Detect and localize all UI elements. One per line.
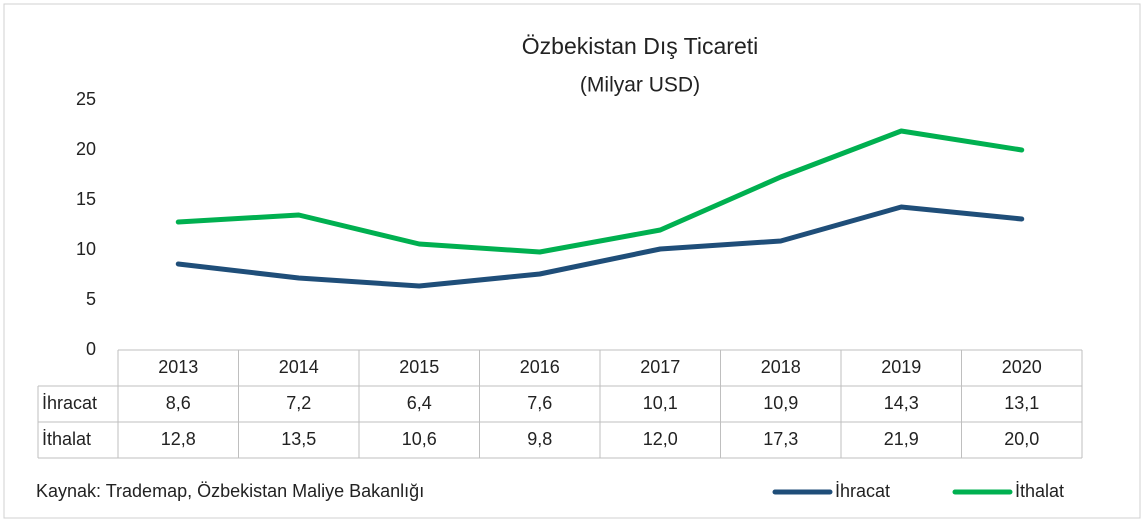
x-tick-label: 2017 — [640, 357, 680, 377]
x-tick-label: 2016 — [520, 357, 560, 377]
data-label: 12,0 — [643, 429, 678, 449]
series-line — [175, 128, 1025, 255]
table-row-label: İhracat — [42, 393, 97, 413]
y-tick-label: 25 — [76, 89, 96, 109]
data-label: 8,6 — [166, 393, 191, 413]
series-line — [175, 204, 1025, 289]
chart-title: Özbekistan Dış Ticareti — [522, 33, 758, 59]
data-label: 17,3 — [763, 429, 798, 449]
data-label: 20,0 — [1004, 429, 1039, 449]
data-label: 13,5 — [281, 429, 316, 449]
x-tick-label: 2015 — [399, 357, 439, 377]
y-tick-label: 15 — [76, 189, 96, 209]
data-label: 10,6 — [402, 429, 437, 449]
data-label: 9,8 — [527, 429, 552, 449]
x-tick-label: 2013 — [158, 357, 198, 377]
data-label: 10,1 — [643, 393, 678, 413]
data-label: 13,1 — [1004, 393, 1039, 413]
data-label: 21,9 — [884, 429, 919, 449]
data-label: 6,4 — [407, 393, 432, 413]
legend-label: İthalat — [1015, 481, 1064, 501]
data-label: 7,6 — [527, 393, 552, 413]
data-label: 10,9 — [763, 393, 798, 413]
x-tick-label: 2018 — [761, 357, 801, 377]
data-label: 14,3 — [884, 393, 919, 413]
x-tick-label: 2020 — [1002, 357, 1042, 377]
y-tick-label: 20 — [76, 139, 96, 159]
x-tick-label: 2019 — [881, 357, 921, 377]
note: Kaynak: Trademap, Özbekistan Maliye Baka… — [36, 481, 424, 501]
legend-label: İhracat — [835, 481, 890, 501]
y-tick-label: 0 — [86, 339, 96, 359]
data-label: 12,8 — [161, 429, 196, 449]
table-row-label: İthalat — [42, 429, 91, 449]
chart-subtitle: (Milyar USD) — [580, 74, 700, 97]
x-tick-label: 2014 — [279, 357, 319, 377]
chart-border — [3, 3, 1141, 519]
y-tick-label: 10 — [76, 239, 96, 259]
y-tick-label: 5 — [86, 289, 96, 309]
data-label: 7,2 — [286, 393, 311, 413]
